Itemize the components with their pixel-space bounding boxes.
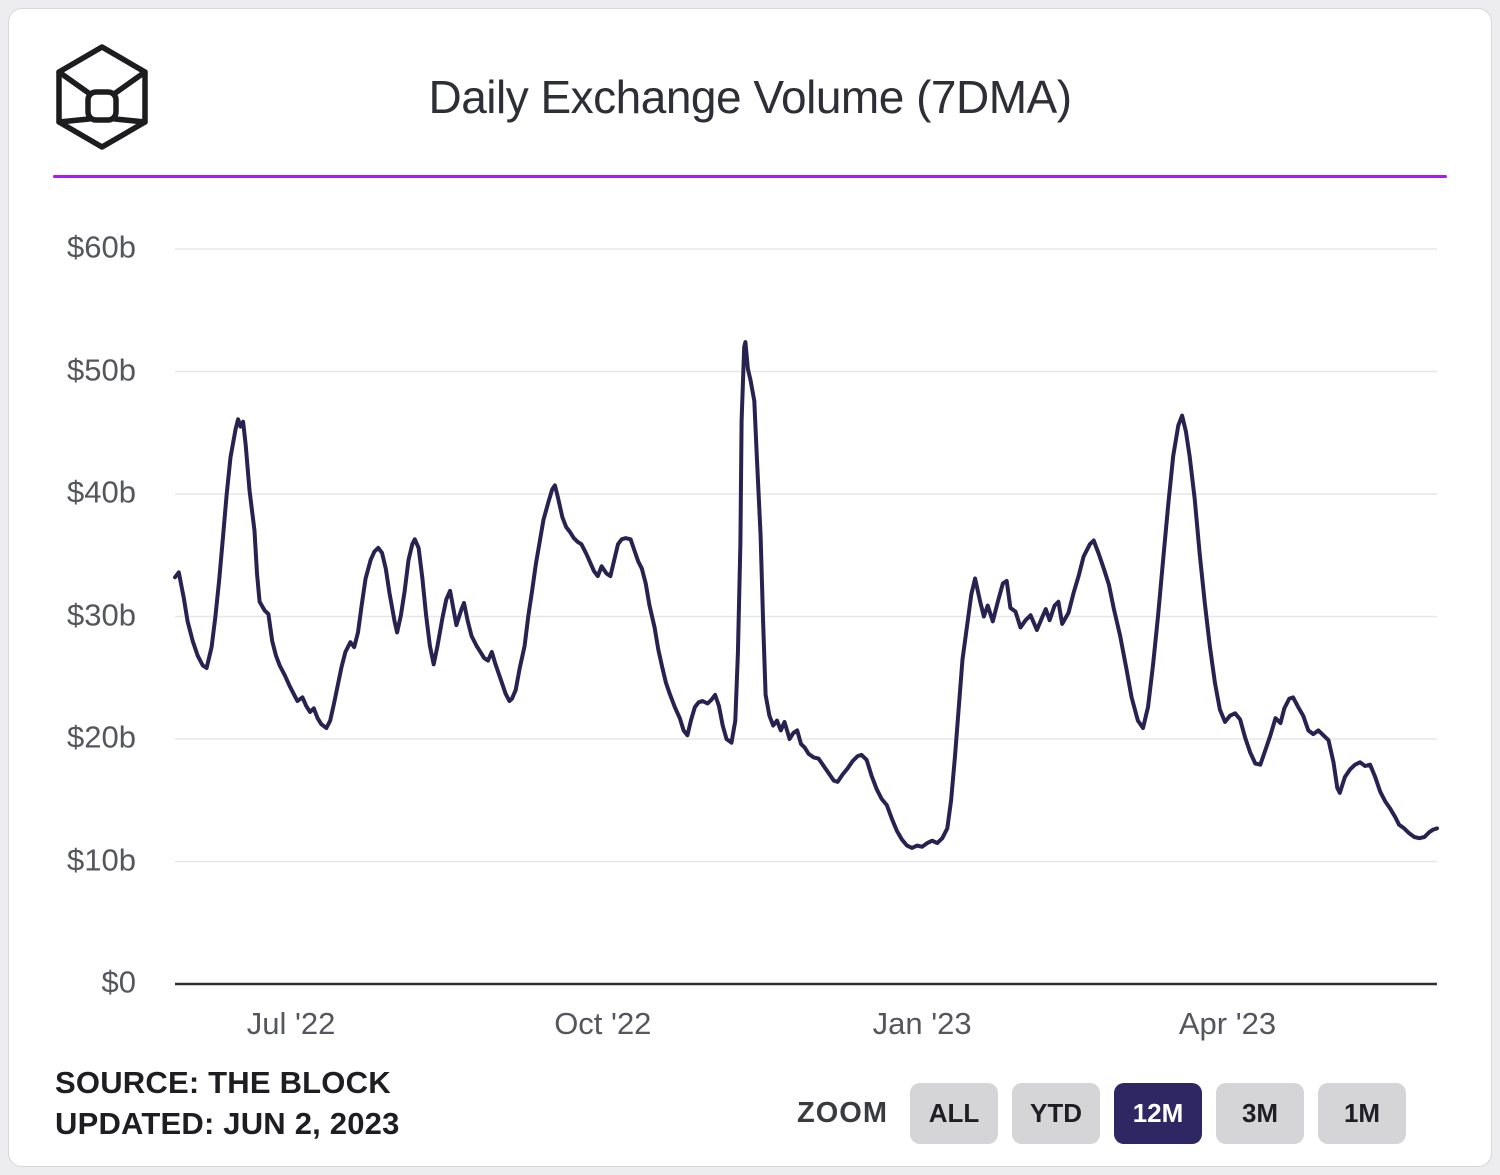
- y-tick-label: $0: [101, 964, 136, 1000]
- page-title: Daily Exchange Volume (7DMA): [428, 71, 1072, 123]
- purple-divider: [53, 175, 1447, 178]
- zoom-button-group: ALL YTD 12M 3M 1M: [910, 1082, 1420, 1144]
- y-tick-label: $60b: [67, 229, 136, 265]
- zoom-button-12m[interactable]: 12M: [1114, 1082, 1202, 1144]
- source-label: SOURCE: THE BLOCK: [55, 1065, 391, 1100]
- the-block-cube-logo-icon: [56, 44, 148, 150]
- x-tick-label: Jul '22: [246, 1006, 336, 1041]
- chart-attribution: SOURCE: THE BLOCK UPDATED: JUN 2, 2023: [55, 1062, 400, 1144]
- zoom-button-1m[interactable]: 1M: [1318, 1082, 1406, 1144]
- x-tick-label: Oct '22: [554, 1006, 652, 1041]
- x-tick-label: Apr '23: [1178, 1006, 1277, 1041]
- y-tick-label: $50b: [67, 352, 136, 388]
- y-tick-label: $40b: [67, 474, 136, 510]
- zoom-controls-label: ZOOM: [797, 1096, 888, 1129]
- x-tick-label: Jan '23: [872, 1006, 972, 1041]
- chart-card: [8, 8, 1492, 1167]
- updated-label: UPDATED: JUN 2, 2023: [55, 1106, 400, 1141]
- zoom-button-all[interactable]: ALL: [910, 1082, 998, 1144]
- zoom-button-ytd[interactable]: YTD: [1012, 1082, 1100, 1144]
- y-tick-label: $30b: [67, 597, 136, 633]
- zoom-controls: ZOOM ALL YTD 12M 3M 1M: [797, 1082, 1420, 1144]
- y-tick-label: $10b: [67, 842, 136, 878]
- y-tick-label: $20b: [67, 719, 136, 755]
- zoom-button-3m[interactable]: 3M: [1216, 1082, 1304, 1144]
